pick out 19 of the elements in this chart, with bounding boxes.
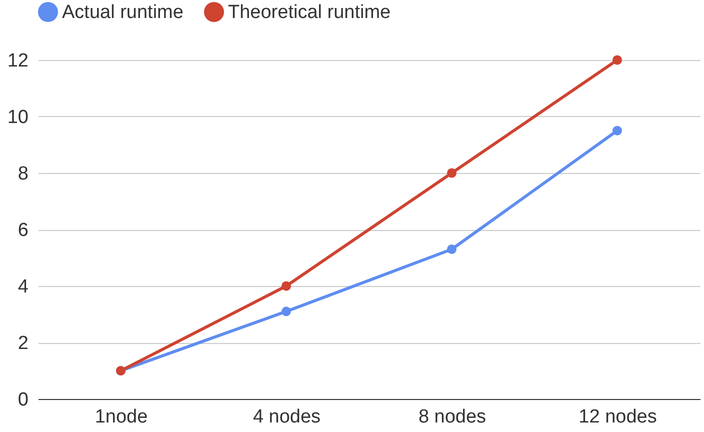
- x-tick-label: 1node: [94, 406, 148, 428]
- y-tick-label: 0: [18, 390, 28, 410]
- legend-label: Theoretical runtime: [228, 2, 391, 23]
- y-tick-label: 2: [18, 333, 28, 354]
- point: [612, 55, 622, 65]
- x-tick-label: 12 nodes: [578, 406, 657, 428]
- y-tick-label: 12: [7, 50, 28, 72]
- point: [612, 126, 622, 136]
- y-tick-label: 4: [18, 276, 29, 298]
- y-tick-label: 8: [18, 164, 28, 184]
- legend-label: Actual runtime: [62, 2, 184, 23]
- point: [447, 244, 456, 254]
- point: [282, 281, 291, 291]
- point: [282, 306, 291, 316]
- y-tick-label: 6: [18, 220, 28, 241]
- x-tick-label: 8 nodes: [418, 406, 486, 428]
- point: [447, 168, 456, 178]
- y-tick-label: 10: [7, 107, 28, 128]
- x-tick-label: 4 nodes: [252, 406, 321, 428]
